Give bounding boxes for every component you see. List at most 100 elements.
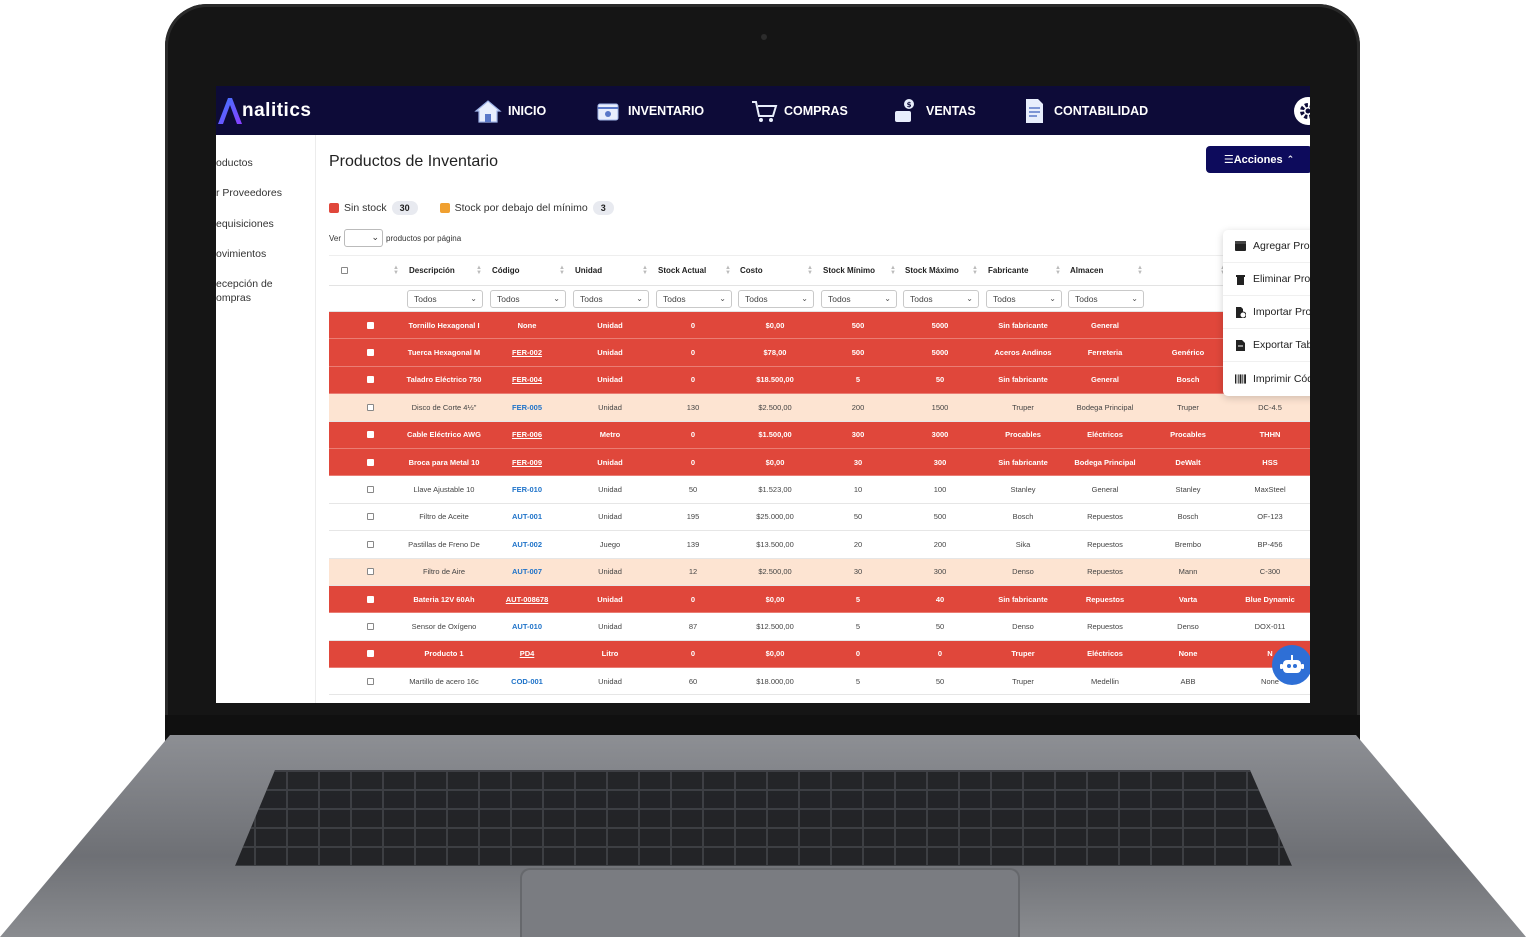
cell-code[interactable]: FER-009 bbox=[511, 457, 542, 467]
sort-icon[interactable]: ▲▼ bbox=[393, 265, 399, 276]
row-checkbox[interactable] bbox=[366, 431, 374, 439]
cell-code[interactable]: AUT-001 bbox=[511, 512, 542, 522]
column-filter-select[interactable]: Todos ⌄ bbox=[656, 290, 732, 308]
column-filter-select[interactable]: Todos ⌄ bbox=[490, 290, 566, 308]
row-checkbox[interactable] bbox=[366, 650, 374, 658]
menu-item-agregar-producto[interactable]: Agregar Producto bbox=[1223, 230, 1310, 263]
row-checkbox[interactable] bbox=[366, 486, 374, 494]
nav-compras[interactable]: COMPRAS bbox=[748, 94, 848, 128]
sidebar-item-movimientos[interactable]: ovimientos bbox=[216, 248, 267, 260]
cell-code[interactable]: AUT-002 bbox=[511, 539, 542, 549]
row-checkbox[interactable] bbox=[366, 513, 374, 521]
cell-code[interactable]: PD4 bbox=[519, 649, 535, 659]
sort-icon[interactable]: ▲▼ bbox=[559, 265, 565, 276]
sort-icon[interactable]: ▲▼ bbox=[642, 265, 648, 276]
menu-item-eliminar-producto[interactable]: Eliminar Producto bbox=[1223, 263, 1310, 296]
cell-code[interactable]: AUT-010 bbox=[511, 621, 542, 631]
column-header[interactable]: Stock Mínimo ▲ ▼ bbox=[817, 256, 899, 285]
cell-code[interactable]: FER-006 bbox=[511, 430, 542, 440]
row-checkbox[interactable] bbox=[366, 376, 374, 384]
menu-item-exportar-tabla[interactable]: Exportar Tabla bbox=[1223, 329, 1310, 362]
table-row[interactable]: Sensor de Oxígeno AUT-010 Unidad 87 $12.500,… bbox=[329, 613, 1310, 641]
cell-manufacturer: Procables bbox=[1005, 430, 1041, 440]
brand-logo[interactable]: nalitics bbox=[216, 92, 311, 130]
nav-inicio[interactable]: INICIO bbox=[472, 94, 546, 128]
column-header[interactable]: Unidad ▲ ▼ bbox=[569, 256, 651, 285]
cell-code[interactable]: AUT-007 bbox=[511, 567, 542, 577]
settings-button[interactable] bbox=[1294, 97, 1310, 125]
row-checkbox[interactable] bbox=[366, 568, 374, 576]
cell-code[interactable]: AUT-008678 bbox=[505, 594, 549, 604]
column-header[interactable]: Descripción ▲ ▼ bbox=[403, 256, 485, 285]
column-header[interactable]: Código ▲ ▼ bbox=[486, 256, 568, 285]
row-checkbox[interactable] bbox=[366, 540, 374, 548]
table-row[interactable]: Cable Eléctrico AWG FER-006 Metro 0 $1.500,0… bbox=[329, 421, 1310, 449]
sidebar-item-productos[interactable]: oductos bbox=[216, 157, 253, 169]
column-filter-select[interactable]: Todos ⌄ bbox=[573, 290, 649, 308]
column-filter-select[interactable]: Todos ⌄ bbox=[821, 290, 897, 308]
per-page-select[interactable]: ⌄ bbox=[344, 229, 384, 247]
row-checkbox[interactable] bbox=[366, 349, 374, 357]
sort-icon[interactable]: ▲▼ bbox=[1137, 265, 1143, 276]
table-row[interactable]: Producto 1 PD4 Litro 0 $0,00 0 0 Truper Eléctric… bbox=[329, 640, 1310, 669]
table-row[interactable]: Taladro Eléctrico 750 FER-004 Unidad 0 $18.5… bbox=[329, 366, 1310, 395]
menu-item-label: Eliminar Producto bbox=[1253, 273, 1310, 285]
sort-icon[interactable]: ▲▼ bbox=[890, 265, 896, 276]
table-row[interactable]: Tuerca Hexagonal M FER-002 Unidad 0 $78,00 50… bbox=[329, 339, 1310, 367]
column-filter-select[interactable]: Todos ⌄ bbox=[986, 290, 1062, 308]
column-header[interactable]: Almacen ▲ ▼ bbox=[1064, 256, 1146, 285]
cell-code[interactable]: FER-010 bbox=[511, 485, 542, 495]
table-row[interactable]: Bateria 12V 60Ah AUT-008678 Unidad 0 $0,00 5 4… bbox=[329, 585, 1310, 614]
row-checkbox-cell bbox=[329, 641, 411, 667]
cell-unit: Unidad bbox=[598, 621, 622, 631]
column-header[interactable]: Stock Máximo ▲ ▼ bbox=[899, 256, 981, 285]
cell-stock-min: 20 bbox=[853, 539, 863, 549]
select-all-checkbox[interactable] bbox=[341, 267, 348, 274]
sort-icon[interactable]: ▲▼ bbox=[476, 265, 482, 276]
sort-icon[interactable]: ▲▼ bbox=[807, 265, 813, 276]
column-header[interactable]: Fabricante ▲ ▼ bbox=[982, 256, 1064, 285]
acciones-button[interactable]: ☰Acciones ⌃ bbox=[1206, 146, 1310, 173]
sidebar-item-requisiciones[interactable]: equisiciones bbox=[216, 218, 274, 230]
row-checkbox[interactable] bbox=[366, 677, 374, 685]
sidebar-item-recepcion[interactable]: ecepción de bbox=[216, 278, 273, 290]
cell-code[interactable]: FER-004 bbox=[511, 375, 542, 385]
table-row[interactable]: Tornillo Hexagonal I None Unidad 0 $0,00 500 5… bbox=[329, 312, 1310, 340]
row-checkbox[interactable] bbox=[366, 403, 374, 411]
table-row[interactable]: Broca para Metal 10 FER-009 Unidad 0 $0,00 30… bbox=[329, 448, 1310, 477]
sort-icon[interactable]: ▲▼ bbox=[972, 265, 978, 276]
cell-description: Martillo de acero 16c bbox=[409, 676, 479, 686]
table-row[interactable]: Martillo de acero 16c COD-001 Unidad 60 $18.… bbox=[329, 668, 1310, 696]
sort-icon[interactable]: ▲▼ bbox=[1055, 265, 1061, 276]
cell-code[interactable]: FER-005 bbox=[511, 402, 542, 412]
row-checkbox[interactable] bbox=[366, 321, 374, 329]
nav-ventas[interactable]: $ VENTAS bbox=[890, 94, 976, 128]
row-checkbox[interactable] bbox=[366, 595, 374, 603]
column-header[interactable]: ▲▼ bbox=[1147, 256, 1229, 285]
cell-code[interactable]: FER-002 bbox=[511, 348, 542, 358]
cell-code[interactable]: None bbox=[517, 320, 537, 330]
nav-inventario[interactable]: INVENTARIO bbox=[592, 94, 704, 128]
sidebar-item-recepcion-cont[interactable]: ompras bbox=[216, 292, 252, 304]
menu-item-importar-productos[interactable]: Importar Productos bbox=[1223, 296, 1310, 329]
column-filter-select[interactable]: Todos ⌄ bbox=[903, 290, 979, 308]
row-checkbox[interactable] bbox=[366, 622, 374, 630]
column-header[interactable]: Costo ▲ ▼ bbox=[734, 256, 816, 285]
table-row[interactable]: Filtro de Aire AUT-007 Unidad 12 $2.500,00 30… bbox=[329, 558, 1310, 586]
menu-item-imprimir-codigos[interactable]: Imprimir Códigos de Barra bbox=[1223, 362, 1310, 395]
table-row[interactable]: Llave Ajustable 10 FER-010 Unidad 50 $1.523,… bbox=[329, 476, 1310, 504]
cell-manufacturer: Sin fabricante bbox=[998, 320, 1048, 330]
table-row[interactable]: Disco de Corte 4½" FER-005 Unidad 130 $2.500… bbox=[329, 394, 1310, 422]
column-filter-select[interactable]: Todos ⌄ bbox=[738, 290, 814, 308]
table-row[interactable]: Filtro de Aceite AUT-001 Unidad 195 $25.000,… bbox=[329, 503, 1310, 532]
cell-code[interactable]: COD-001 bbox=[511, 676, 543, 686]
nav-contabilidad[interactable]: CONTABILIDAD bbox=[1018, 94, 1148, 128]
table-row[interactable]: Pastillas de Freno De AUT-002 Juego 139 $13.… bbox=[329, 531, 1310, 559]
column-filter-select[interactable]: Todos ⌄ bbox=[407, 290, 483, 308]
column-filter-select[interactable]: Todos ⌄ bbox=[1068, 290, 1144, 308]
row-checkbox[interactable] bbox=[366, 458, 374, 466]
column-header[interactable]: Stock Actual ▲ ▼ bbox=[652, 256, 734, 285]
chatbot-button[interactable] bbox=[1272, 645, 1310, 685]
sort-icon[interactable]: ▲▼ bbox=[725, 265, 731, 276]
sidebar-item-proveedores[interactable]: r Proveedores bbox=[216, 187, 282, 199]
